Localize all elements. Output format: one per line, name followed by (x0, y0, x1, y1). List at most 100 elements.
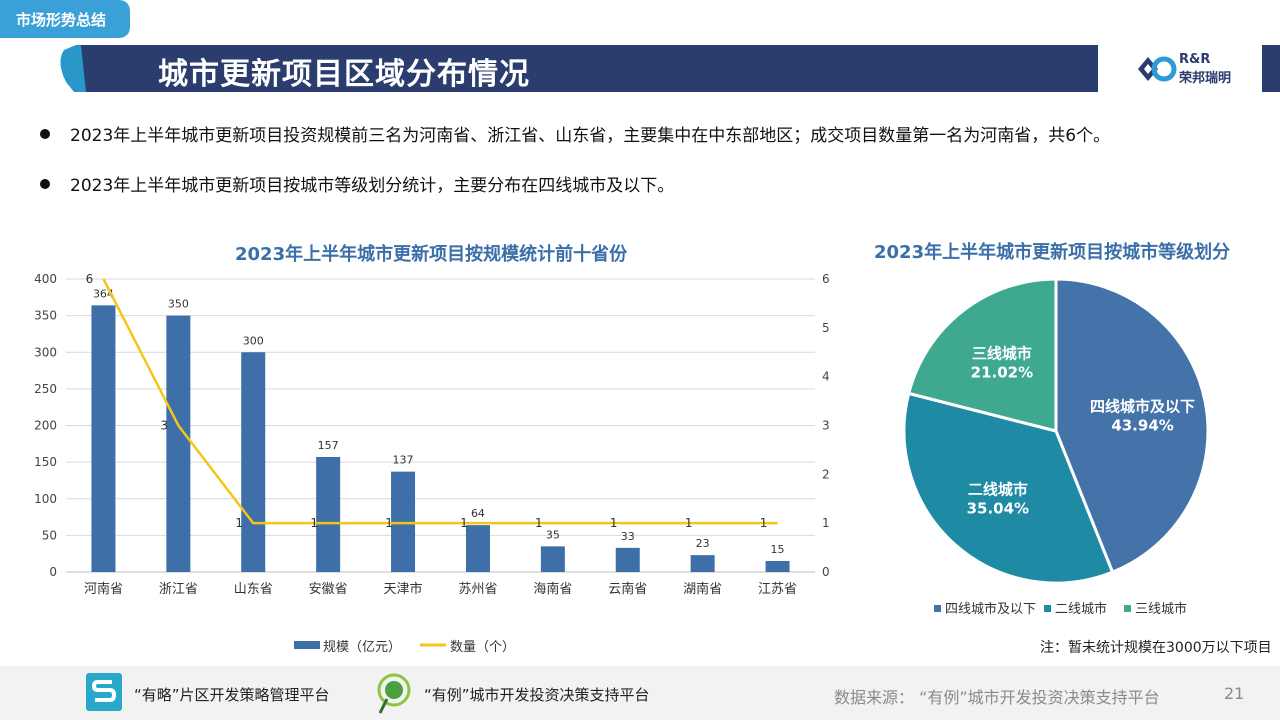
footer (0, 666, 1280, 720)
series-line (102, 278, 778, 525)
y-right-tick-label: 4 (822, 370, 830, 384)
x-tick-label: 湖南省 (683, 581, 722, 597)
platform2-logo-icon (377, 673, 411, 714)
bar-value-label: 64 (471, 507, 485, 520)
bullet-1: 2023年上半年城市更新项目投资规模前三名为河南省、浙江省、山东省，主要集中在中… (40, 121, 1110, 146)
bar-chart-title: 2023年上半年城市更新项目按规模统计前十省份 (235, 244, 628, 265)
line-value-label: 1 (310, 516, 318, 530)
bullet-dot-icon (40, 128, 50, 139)
x-tick-label: 山东省 (234, 582, 273, 597)
logo-text-cn: 荣邦瑞明 (1179, 71, 1232, 86)
pie-chart-title: 2023年上半年城市更新项目按城市等级划分 (874, 242, 1231, 263)
bar (540, 546, 565, 572)
platform2-label: “有例”城市开发投资决策支持平台 (424, 686, 650, 704)
bar (615, 547, 640, 572)
y-left-tick-label: 0 (49, 565, 57, 579)
line-value-label: 6 (86, 272, 94, 286)
legend-swatch-bar (294, 641, 320, 649)
y-left-tick-label: 200 (34, 419, 57, 433)
x-tick-label: 浙江省 (159, 582, 198, 597)
bar (166, 315, 191, 572)
line-value-label: 1 (460, 516, 468, 530)
x-tick-label: 江苏省 (758, 581, 797, 597)
pie-slice (906, 277, 1058, 433)
line-value-label: 1 (610, 516, 618, 530)
legend-swatch (1044, 605, 1051, 612)
bar-value-label: 157 (318, 439, 339, 452)
pie-slice-label: 二线城市 (968, 480, 1028, 498)
legend-label-bar: 规模（亿元） (323, 640, 401, 655)
y-right-tick-label: 3 (822, 419, 830, 433)
line-value-label: 1 (760, 516, 768, 530)
y-right-tick-label: 1 (822, 516, 830, 530)
x-tick-label: 天津市 (384, 581, 423, 597)
y-right-tick-label: 0 (822, 565, 830, 579)
bar (241, 352, 266, 572)
bar (391, 471, 416, 572)
y-left-tick-label: 50 (42, 528, 57, 542)
line-value-label: 1 (235, 516, 243, 530)
footnote: 注：暂未统计规模在3000万以下项目 (1040, 640, 1272, 656)
pie-slice (902, 391, 1115, 585)
y-right-tick-label: 6 (822, 272, 830, 286)
bar (91, 305, 116, 572)
bar-value-label: 350 (168, 298, 189, 311)
bullet-dot-icon (40, 178, 50, 189)
bar (465, 525, 490, 572)
bullet-2: 2023年上半年城市更新项目按城市等级划分统计，主要分布在四线城市及以下。 (40, 171, 674, 196)
section-tag-shape (0, 0, 130, 38)
title-bar (140, 45, 1098, 92)
page-number: 21 (1224, 684, 1245, 703)
y-left-tick-label: 350 (34, 309, 57, 323)
platform1-logo-icon (86, 673, 122, 711)
x-tick-label: 云南省 (608, 581, 647, 597)
bullet-1-text: 2023年上半年城市更新项目投资规模前三名为河南省、浙江省、山东省，主要集中在中… (70, 126, 1111, 146)
legend-label: 四线城市及以下 (945, 601, 1036, 617)
bar-value-label: 35 (546, 528, 560, 541)
page-title: 城市更新项目区域分布情况 (158, 57, 530, 92)
bullet-2-text: 2023年上半年城市更新项目按城市等级划分统计，主要分布在四线城市及以下。 (70, 176, 675, 196)
y-left-tick-label: 400 (34, 272, 57, 286)
legend-swatch (1124, 605, 1131, 612)
legend-label: 二线城市 (1055, 601, 1107, 617)
pie-slice-percent: 21.02% (971, 363, 1033, 381)
section-tag: 市场形势总结 (16, 11, 107, 29)
bar (690, 555, 715, 572)
legend-label: 三线城市 (1135, 601, 1187, 617)
line-value-label: 3 (161, 419, 169, 433)
bar (316, 456, 341, 572)
y-left-tick-label: 300 (34, 345, 57, 359)
title-bar-right (1262, 45, 1280, 92)
bar-value-label: 137 (393, 454, 414, 467)
y-right-tick-label: 5 (822, 321, 830, 335)
platform1-label: “有略”片区开发策略管理平台 (134, 686, 330, 704)
line-value-label: 1 (385, 516, 393, 530)
pie-slice-percent: 35.04% (967, 499, 1029, 517)
bar-value-label: 23 (696, 537, 710, 550)
y-left-tick-label: 100 (34, 492, 57, 506)
bar-line-chart: 0501001502002503003504000123456364河南省350… (34, 272, 830, 655)
legend-swatch (934, 605, 941, 612)
pie-slice-label: 四线城市及以下 (1090, 397, 1195, 415)
bar-value-label: 15 (771, 543, 785, 556)
bar-value-label: 33 (621, 530, 635, 543)
bar-value-label: 300 (243, 334, 264, 347)
pie-chart: 四线城市及以下43.94%二线城市35.04%三线城市21.02%四线城市及以下… (902, 277, 1210, 617)
x-tick-label: 苏州省 (458, 581, 497, 597)
legend-label-line: 数量（个） (450, 640, 515, 655)
line-value-label: 1 (685, 516, 693, 530)
y-right-tick-label: 2 (822, 467, 830, 481)
y-left-tick-label: 250 (34, 382, 57, 396)
x-tick-label: 海南省 (533, 581, 572, 597)
logo-text-en: R&R (1179, 52, 1211, 67)
x-tick-label: 河南省 (84, 581, 123, 597)
bar (765, 561, 790, 572)
data-source: 数据来源： “有例”城市开发投资决策支持平台 (834, 688, 1160, 707)
pie-slice-percent: 43.94% (1111, 416, 1173, 434)
pie-slice (1054, 277, 1210, 575)
x-tick-label: 安徽省 (309, 582, 348, 597)
y-left-tick-label: 150 (34, 455, 57, 469)
title-accent-shape (60, 45, 166, 92)
pie-slice-label: 三线城市 (972, 344, 1032, 362)
logo-icon (1120, 48, 1260, 90)
